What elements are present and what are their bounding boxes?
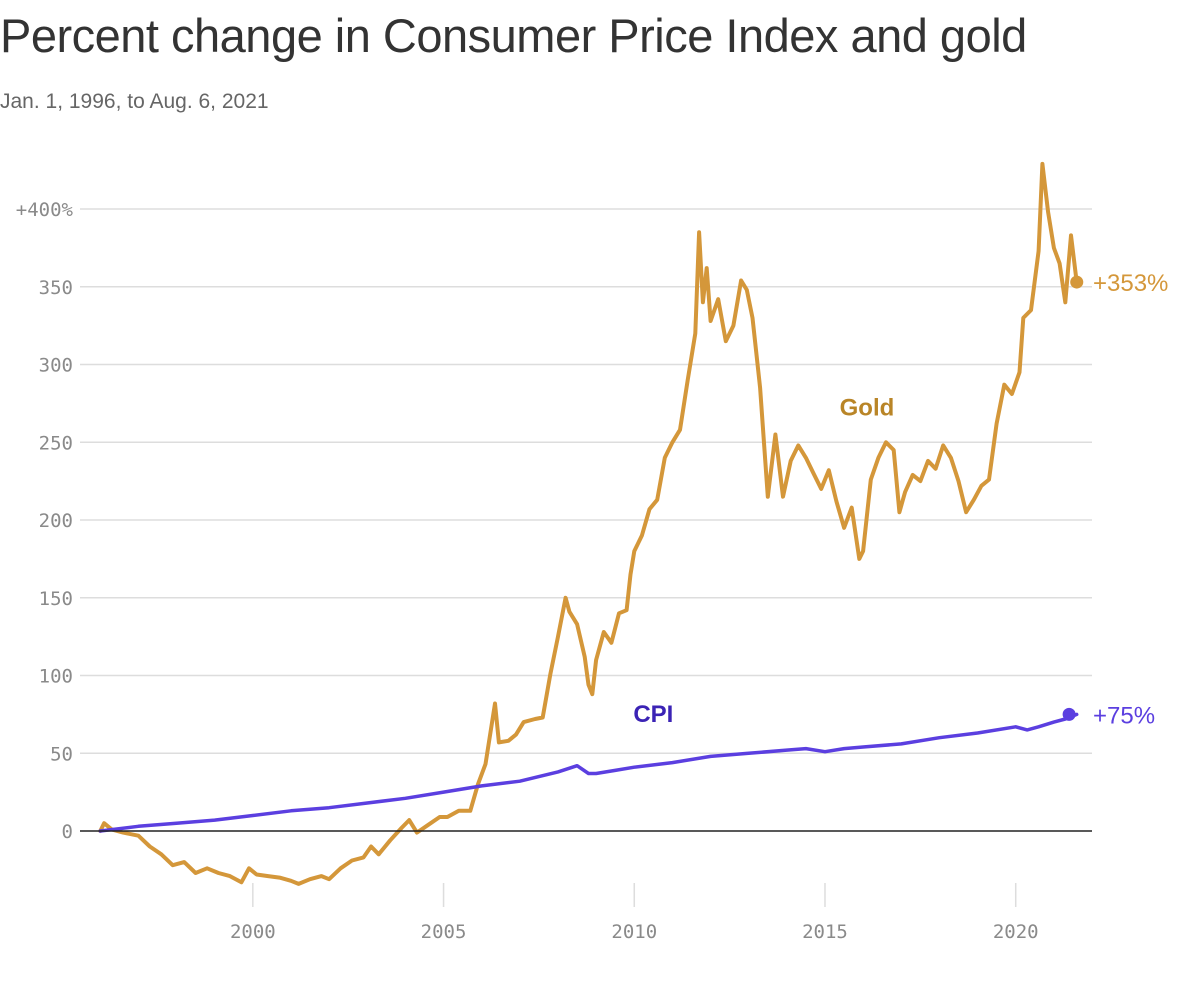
- y-tick-label: 100: [39, 666, 73, 688]
- series-name-label-cpi: CPI: [633, 701, 673, 728]
- y-tick-label: 50: [50, 743, 73, 765]
- y-tick-label: 300: [39, 355, 73, 377]
- y-tick-label: 150: [39, 588, 73, 610]
- y-tick-label: 200: [39, 510, 73, 532]
- chart-title: Percent change in Consumer Price Index a…: [0, 9, 1027, 62]
- end-dot-cpi: [1062, 707, 1076, 721]
- x-tick-label: 2010: [611, 921, 657, 943]
- series-line-cpi: [98, 712, 1079, 833]
- series-name-label-gold: Gold: [840, 394, 895, 421]
- y-tick-label: 250: [39, 432, 73, 454]
- series-line-gold: [98, 161, 1079, 886]
- y-tick-label: +400%: [16, 199, 74, 221]
- x-tick-label: 2020: [993, 921, 1039, 943]
- end-dot-gold: [1070, 275, 1084, 289]
- chart-subtitle: Jan. 1, 1996, to Aug. 6, 2021: [0, 90, 269, 113]
- y-tick-label: 0: [62, 821, 73, 843]
- x-tick-label: 2000: [230, 921, 276, 943]
- y-tick-label: 350: [39, 277, 73, 299]
- end-value-label-cpi: +75%: [1093, 702, 1155, 729]
- x-tick-label: 2015: [802, 921, 848, 943]
- end-value-label-gold: +353%: [1093, 270, 1168, 297]
- x-tick-label: 2005: [421, 921, 467, 943]
